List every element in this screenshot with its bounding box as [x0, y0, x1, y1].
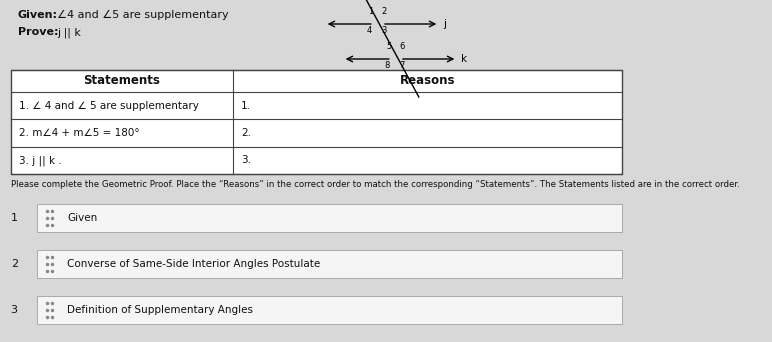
Text: 5: 5 [386, 42, 391, 51]
Text: Given:: Given: [18, 10, 58, 20]
Text: Statements: Statements [83, 75, 161, 88]
Bar [37, 204, 621, 232]
Text: Definition of Supplementary Angles: Definition of Supplementary Angles [67, 305, 253, 315]
Text: 2: 2 [381, 7, 387, 16]
Text: 4: 4 [367, 26, 371, 35]
Text: 2: 2 [11, 259, 18, 269]
Text: 6: 6 [399, 42, 405, 51]
Text: j || k: j || k [57, 27, 81, 38]
Text: 3. j || k .: 3. j || k . [19, 155, 62, 166]
Text: 1: 1 [368, 7, 374, 16]
Bar [37, 296, 621, 324]
Text: 2.: 2. [242, 128, 252, 138]
Text: ∠4 and ∠5 are supplementary: ∠4 and ∠5 are supplementary [57, 10, 229, 20]
Text: Prove:: Prove: [18, 27, 59, 37]
Bar [37, 250, 621, 278]
Text: 3: 3 [381, 26, 387, 35]
Text: 3.: 3. [242, 155, 252, 165]
Text: j: j [443, 19, 446, 29]
Text: Reasons: Reasons [400, 75, 455, 88]
Text: 1.: 1. [242, 101, 252, 111]
Text: 1: 1 [11, 213, 18, 223]
Text: 7: 7 [399, 61, 405, 70]
Text: 1. ∠ 4 and ∠ 5 are supplementary: 1. ∠ 4 and ∠ 5 are supplementary [19, 101, 198, 111]
Text: k: k [462, 54, 468, 64]
Text: Please complete the Geometric Proof. Place the “Reasons” in the correct order to: Please complete the Geometric Proof. Pla… [11, 180, 740, 189]
Text: Converse of Same-Side Interior Angles Postulate: Converse of Same-Side Interior Angles Po… [67, 259, 320, 269]
Text: Given: Given [67, 213, 97, 223]
Text: 8: 8 [384, 61, 390, 70]
Text: 2. m∠4 + m∠5 = 180°: 2. m∠4 + m∠5 = 180° [19, 128, 140, 138]
Text: 3: 3 [11, 305, 18, 315]
Bar [11, 70, 621, 174]
